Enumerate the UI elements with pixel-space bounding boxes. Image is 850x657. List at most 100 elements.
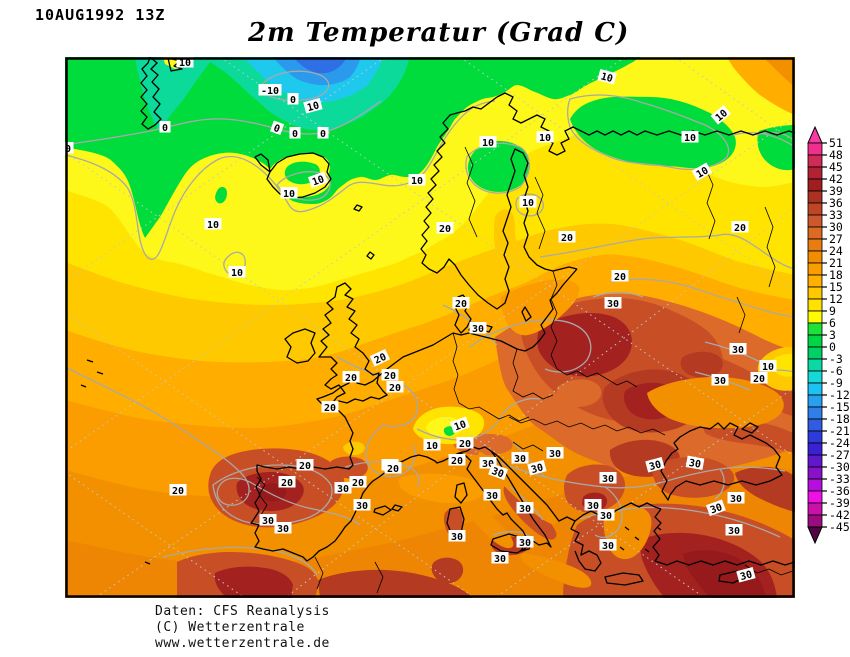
colorbar-tick-label: 6 <box>829 316 836 330</box>
colorbar-cell <box>807 250 823 264</box>
svg-text:20: 20 <box>324 403 336 414</box>
svg-text:30: 30 <box>587 501 599 512</box>
contour-label: 10 <box>176 57 194 69</box>
colorbar-tick-label: 9 <box>829 304 836 318</box>
contour-label: 10 <box>280 187 298 200</box>
svg-text:10: 10 <box>599 71 613 85</box>
colorbar-cell <box>807 214 823 228</box>
contour-label: 30 <box>599 472 617 485</box>
colorbar-cell <box>807 514 823 528</box>
colorbar-tick-label: 30 <box>829 220 843 234</box>
colorbar-tick-label: 12 <box>829 292 843 306</box>
contour-label: 10 <box>691 162 713 182</box>
colorbar-cell <box>807 286 823 300</box>
svg-text:30: 30 <box>714 376 726 387</box>
colorbar-cell <box>807 358 823 372</box>
contour-label: 10 <box>519 196 537 209</box>
svg-text:20: 20 <box>281 478 293 489</box>
contour-label: 30 <box>599 539 617 552</box>
colorbar-cell <box>807 298 823 312</box>
svg-text:30: 30 <box>730 494 742 505</box>
contour-label: 30 <box>527 460 547 476</box>
svg-text:30: 30 <box>482 459 494 470</box>
contour-label: 0 <box>159 121 171 134</box>
colorbar-tick-label: -42 <box>829 508 850 522</box>
attribution-line-url: www.wetterzentrale.de <box>155 636 330 651</box>
svg-text:0: 0 <box>320 129 326 140</box>
svg-text:30: 30 <box>356 501 368 512</box>
colorbar-tick-label: 27 <box>829 232 843 246</box>
colorbar-tick-label: -12 <box>829 388 850 402</box>
colorbar-cell <box>807 178 823 192</box>
attribution-line-data: Daten: CFS Reanalysis <box>155 604 330 619</box>
svg-text:30: 30 <box>530 462 544 476</box>
colorbar-cell <box>807 262 823 276</box>
colorbar-cell <box>807 430 823 444</box>
svg-text:30: 30 <box>728 526 740 537</box>
contour-label: 20 <box>386 381 404 394</box>
svg-text:10: 10 <box>179 58 191 69</box>
svg-text:20: 20 <box>384 371 396 382</box>
contour-label: 10 <box>536 131 554 144</box>
svg-text:30: 30 <box>514 454 526 465</box>
colorbar-cell <box>807 406 823 420</box>
svg-text:-10: -10 <box>261 86 279 97</box>
svg-text:10: 10 <box>411 176 423 187</box>
graticule <box>65 57 795 598</box>
colorbar-tick-label: 0 <box>829 340 836 354</box>
colorbar-cell <box>807 154 823 168</box>
colorbar-tick-label: -30 <box>829 460 850 474</box>
svg-text:20: 20 <box>455 299 467 310</box>
contour-label: 30 <box>711 374 729 387</box>
contour-label: 30 <box>488 463 509 480</box>
svg-text:10: 10 <box>482 138 494 149</box>
contour-label: 30 <box>491 552 509 565</box>
svg-text:10: 10 <box>453 419 468 433</box>
svg-text:30: 30 <box>602 474 614 485</box>
svg-text:20: 20 <box>753 374 765 385</box>
contour-label: 30 <box>685 455 705 471</box>
contour-label: 10 <box>423 439 441 452</box>
colorbar-cell <box>807 322 823 336</box>
svg-text:10: 10 <box>762 362 774 373</box>
contour-label: 10 <box>479 136 497 149</box>
contour-label: 30 <box>511 452 529 465</box>
contour-label: 30 <box>516 536 534 549</box>
contour-label: 20 <box>296 459 314 472</box>
colorbar-cell <box>807 190 823 204</box>
svg-text:10: 10 <box>207 220 219 231</box>
svg-text:30: 30 <box>337 484 349 495</box>
svg-text:30: 30 <box>494 554 506 565</box>
colorbar-cell <box>807 502 823 516</box>
colorbar-tick-label: -27 <box>829 448 850 462</box>
contour-label: 10 <box>307 171 328 188</box>
svg-text:30: 30 <box>648 459 662 473</box>
svg-text:10: 10 <box>695 165 711 181</box>
contour-label: 0 <box>289 127 301 140</box>
svg-text:20: 20 <box>614 272 626 283</box>
svg-text:20: 20 <box>389 383 401 394</box>
svg-text:30: 30 <box>600 511 612 522</box>
contour-label: 30 <box>705 499 726 516</box>
attribution: Daten: CFS Reanalysis (C) Wetterzentrale… <box>155 604 330 652</box>
contour-label: 30 <box>259 514 277 527</box>
contour-label: 10 <box>597 69 617 85</box>
contour-label: 20 <box>342 371 360 384</box>
contour-label: 30 <box>334 482 352 495</box>
contour-label: 20 <box>456 437 474 450</box>
colorbar-tick-label: 36 <box>829 196 843 210</box>
map-frame <box>65 57 795 598</box>
svg-text:30: 30 <box>451 532 463 543</box>
colorbar-tick-label: -3 <box>829 352 843 366</box>
contour-label: 0 <box>317 127 329 140</box>
contour-label: 30 <box>516 502 534 515</box>
svg-text:10: 10 <box>539 133 551 144</box>
svg-text:20: 20 <box>345 373 357 384</box>
colorbar-cell <box>807 238 823 252</box>
contour-label: 30 <box>604 297 622 310</box>
colorbar-arrow-bottom <box>807 526 823 545</box>
contour-label: 30 <box>479 457 497 470</box>
contour-label: 0 <box>65 142 74 155</box>
svg-text:30: 30 <box>472 324 484 335</box>
